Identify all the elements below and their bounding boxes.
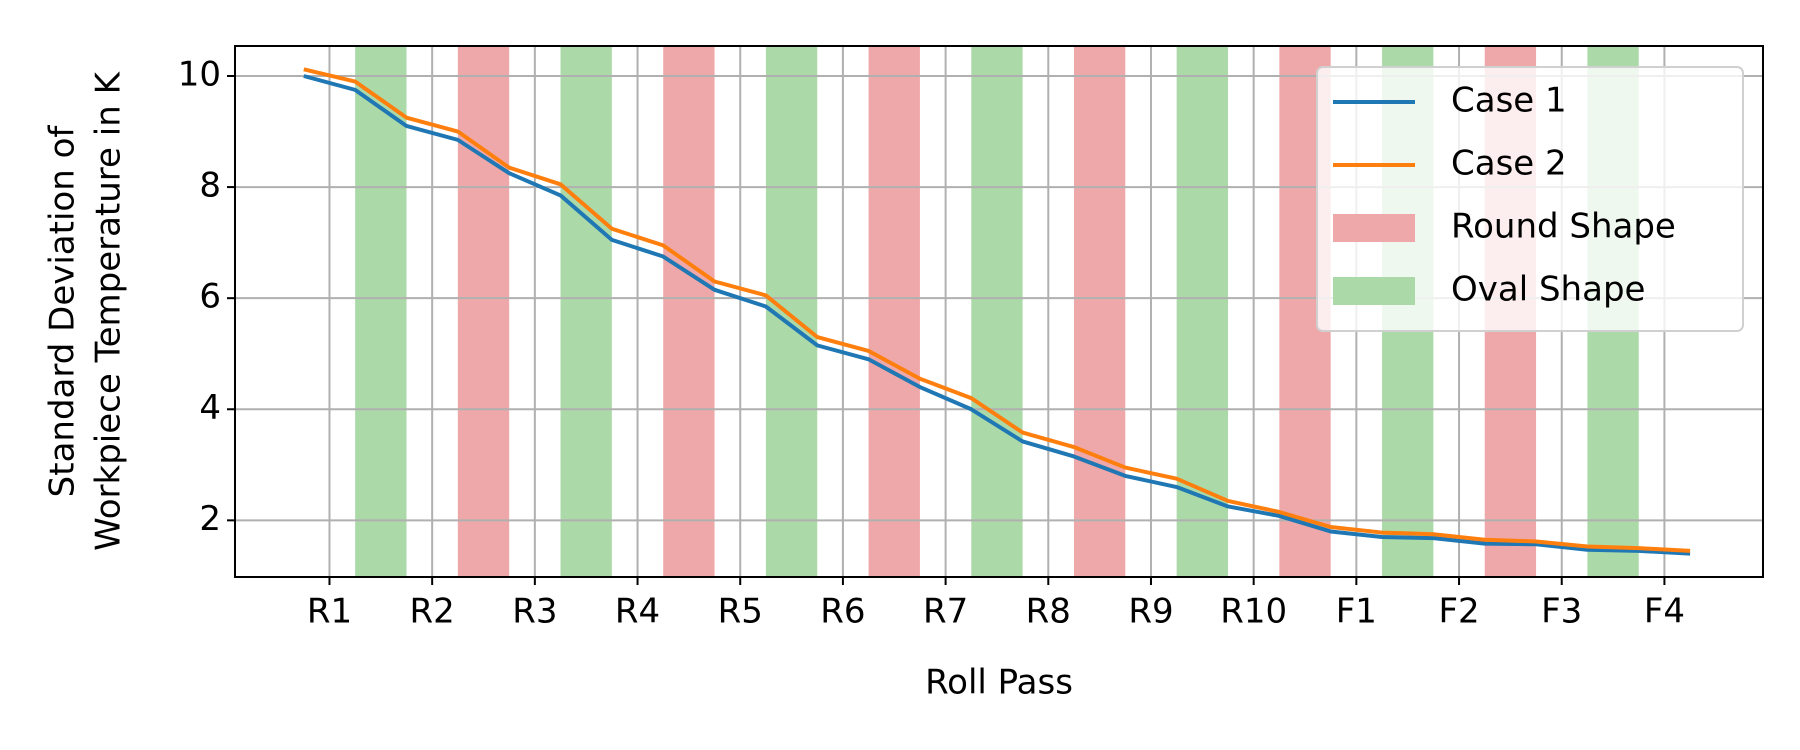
legend-patch (1333, 214, 1415, 242)
legend-label: Round Shape (1451, 207, 1676, 247)
y-tick-label: 8 (199, 166, 221, 206)
x-tick-label: R5 (718, 592, 763, 632)
plot-frame (234, 45, 1764, 578)
x-tick-label: R8 (1026, 592, 1071, 632)
legend-box (1316, 66, 1744, 332)
line-series (303, 74, 1691, 556)
x-tick-label: R10 (1220, 592, 1287, 632)
x-axis-label: Roll Pass (925, 663, 1073, 703)
y-axis-label: Workpiece Temperature in K (89, 70, 129, 550)
x-tick-label: R6 (820, 592, 865, 632)
x-tick-label: R9 (1128, 592, 1173, 632)
shape-band (355, 46, 407, 577)
line-series (303, 67, 1691, 553)
shape-band (560, 46, 612, 577)
x-tick-label: R3 (512, 592, 557, 632)
x-tick-label: F4 (1644, 592, 1685, 632)
x-tick-label: R4 (615, 592, 660, 632)
shape-band (457, 46, 510, 577)
x-tick-label: R2 (410, 592, 455, 632)
shape-band (868, 46, 920, 577)
legend-patch (1333, 277, 1415, 305)
x-tick-label: F1 (1336, 592, 1377, 632)
shape-band (971, 46, 1023, 577)
y-tick-label: 2 (199, 499, 221, 539)
y-tick-label: 10 (178, 54, 221, 94)
shape-band (663, 46, 715, 577)
legend-label: Oval Shape (1451, 270, 1645, 310)
shape-band (1073, 46, 1126, 577)
x-tick-label: F2 (1438, 592, 1479, 632)
y-axis-label: Standard Deviation of (43, 125, 83, 498)
x-tick-label: R7 (923, 592, 968, 632)
y-tick-label: 4 (199, 388, 221, 428)
y-tick-label: 6 (199, 277, 221, 317)
legend-label: Case 1 (1451, 81, 1567, 121)
x-tick-label: R1 (307, 592, 352, 632)
legend-label: Case 2 (1451, 144, 1567, 184)
x-tick-label: F3 (1541, 592, 1582, 632)
